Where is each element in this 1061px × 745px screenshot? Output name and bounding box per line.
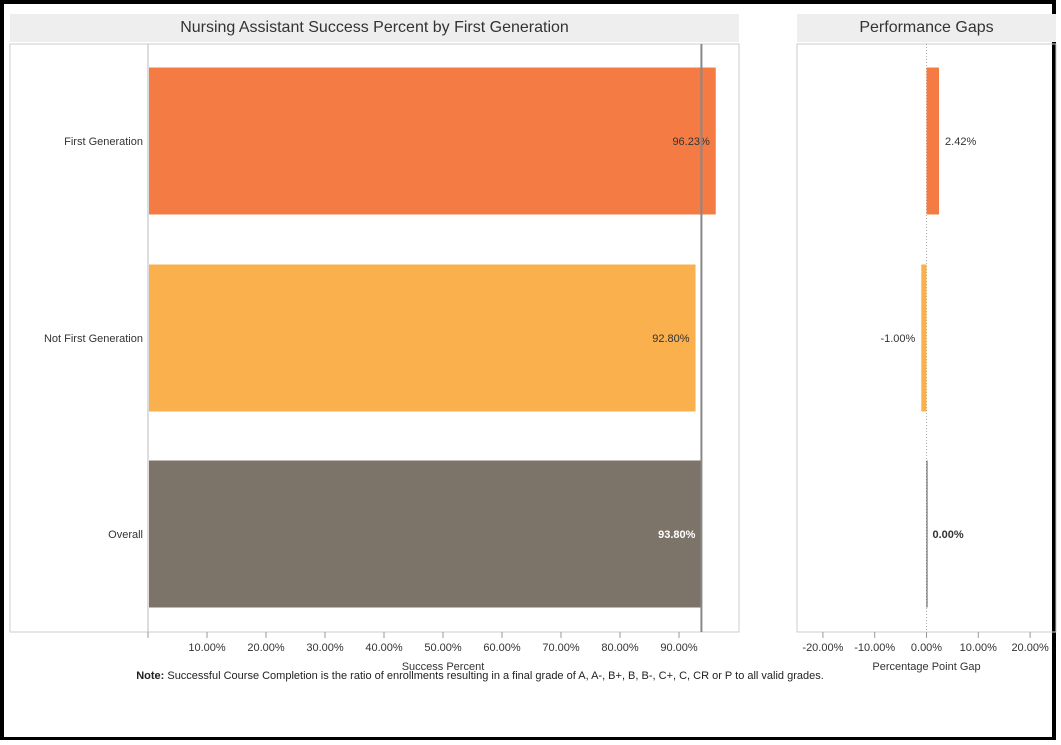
- success-bar: [149, 460, 702, 608]
- category-label: First Generation: [64, 136, 143, 148]
- x-tick-label: 70.00%: [542, 642, 580, 654]
- x-tick-label: 90.00%: [660, 642, 698, 654]
- gap-value-label: -1.00%: [880, 333, 915, 345]
- success-plot-border: [9, 43, 740, 633]
- success-bar: [149, 67, 716, 215]
- success-value-label: 92.80%: [652, 333, 690, 345]
- x-tick-label: -10.00%: [854, 642, 895, 654]
- footnote: Note: Successful Course Completion is th…: [120, 668, 840, 684]
- gap-value-label: 2.42%: [945, 136, 976, 148]
- x-tick-label: 30.00%: [306, 642, 344, 654]
- gaps-chart-title: Performance Gaps: [797, 14, 1056, 42]
- x-axis-title: Percentage Point Gap: [872, 661, 980, 673]
- success-bar: [149, 264, 696, 412]
- x-tick-label: 0.00%: [911, 642, 942, 654]
- x-tick-label: 40.00%: [365, 642, 403, 654]
- x-tick-label: 50.00%: [424, 642, 462, 654]
- x-tick-label: 10.00%: [960, 642, 998, 654]
- gap-bar: [921, 264, 927, 412]
- note-text: Successful Course Completion is the rati…: [164, 670, 824, 682]
- success-value-label: 93.80%: [658, 529, 696, 541]
- x-tick-label: 80.00%: [601, 642, 639, 654]
- category-label: Overall: [108, 529, 143, 541]
- success-chart-title: Nursing Assistant Success Percent by Fir…: [10, 14, 739, 42]
- gap-bar: [926, 67, 940, 215]
- success-value-label: 96.23%: [672, 136, 710, 148]
- gap-bar: [926, 460, 928, 608]
- gap-value-label: 0.00%: [933, 529, 964, 541]
- note-label: Note:: [136, 670, 165, 682]
- category-label: Not First Generation: [44, 333, 143, 345]
- x-tick-label: 10.00%: [188, 642, 226, 654]
- x-tick-label: 60.00%: [483, 642, 521, 654]
- x-tick-label: -20.00%: [802, 642, 843, 654]
- x-tick-label: 20.00%: [1011, 642, 1049, 654]
- x-axis-title: Success Percent: [402, 661, 485, 673]
- x-tick-label: 20.00%: [247, 642, 285, 654]
